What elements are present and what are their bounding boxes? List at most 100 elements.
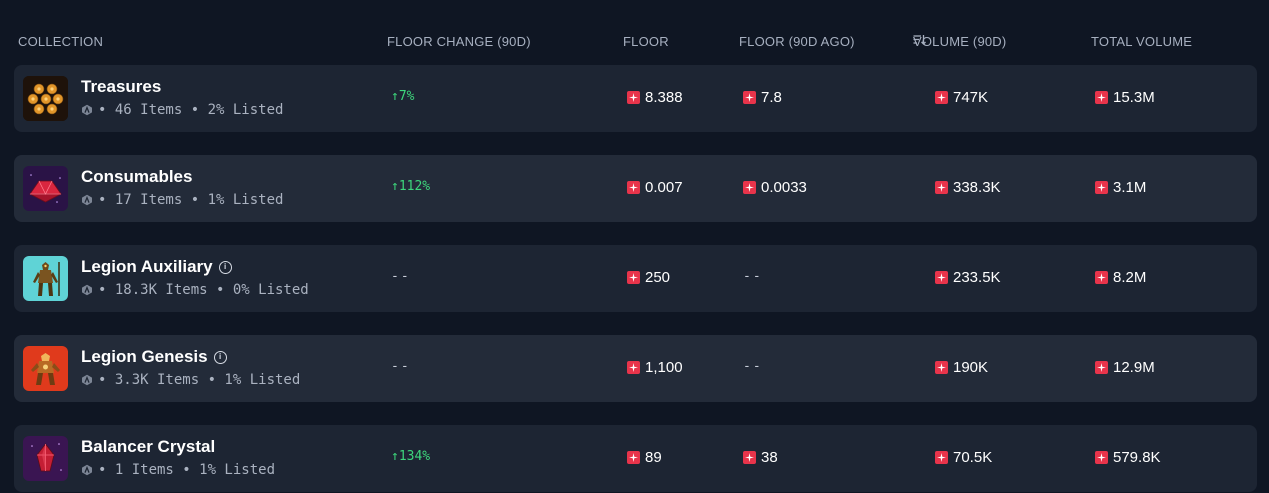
collection-name-text: Legion Auxiliary: [81, 257, 213, 276]
floor-value-text: 0.007: [645, 179, 683, 196]
floor-ago-value-text: 7.8: [761, 89, 782, 106]
table-row[interactable]: Legion Genesis i • 3.3K Items • 1% Listed…: [14, 335, 1257, 402]
collection-meta: • 18.3K Items • 0% Listed: [81, 282, 309, 298]
collection-meta: • 17 Items • 1% Listed: [81, 192, 283, 208]
floor-ago-value: 38: [743, 449, 778, 466]
volume-value: 70.5K: [935, 449, 992, 466]
table-header: COLLECTION FLOOR CHANGE (90D) FLOOR FLOO…: [0, 34, 1269, 52]
total-volume-value: 15.3M: [1095, 89, 1155, 106]
header-total-volume[interactable]: TOTAL VOLUME: [1091, 34, 1193, 49]
collection-name-text: Balancer Crystal: [81, 437, 216, 456]
magic-token-icon: [1095, 361, 1108, 374]
magic-token-icon: [1095, 451, 1108, 464]
magic-token-icon: [627, 451, 640, 464]
volume-value: 747K: [935, 89, 988, 106]
floor-ago-value-text: 0.0033: [761, 179, 807, 196]
total-volume-value-text: 12.9M: [1113, 359, 1155, 376]
collection-name[interactable]: Legion Auxiliary i: [81, 257, 232, 277]
floor-value-text: 1,100: [645, 359, 683, 376]
header-collection[interactable]: COLLECTION: [18, 34, 104, 49]
balancer-crystal-thumbnail: [23, 436, 68, 481]
floor-change: --: [391, 359, 411, 374]
arbitrum-icon: [82, 374, 92, 386]
magic-token-icon: [627, 361, 640, 374]
magic-token-icon: [743, 451, 756, 464]
floor-value: 89: [627, 449, 662, 466]
arbitrum-icon: [82, 284, 92, 296]
magic-token-icon: [743, 91, 756, 104]
collection-meta-text: • 18.3K Items • 0% Listed: [98, 282, 309, 298]
magic-token-icon: [743, 181, 756, 194]
magic-token-icon: [935, 91, 948, 104]
table-row[interactable]: Consumables • 17 Items • 1% Listed ↑112%…: [14, 155, 1257, 222]
collection-meta: • 46 Items • 2% Listed: [81, 102, 283, 118]
collection-name[interactable]: Legion Genesis i: [81, 347, 227, 367]
info-icon[interactable]: i: [218, 260, 232, 274]
collection-name-text: Treasures: [81, 77, 162, 96]
collection-meta-text: • 17 Items • 1% Listed: [98, 192, 284, 208]
total-volume-value-text: 8.2M: [1113, 269, 1147, 286]
header-floor-change[interactable]: FLOOR CHANGE (90D): [387, 34, 531, 49]
floor-value: 250: [627, 269, 670, 286]
magic-token-icon: [627, 181, 640, 194]
volume-value: 233.5K: [935, 269, 1001, 286]
magic-token-icon: [627, 91, 640, 104]
floor-ago-value: 0.0033: [743, 179, 807, 196]
sort-descending-icon: [913, 35, 926, 45]
collection-name[interactable]: Treasures: [81, 77, 161, 97]
info-icon[interactable]: i: [213, 350, 227, 364]
floor-change: ↑112%: [391, 179, 431, 194]
volume-value: 338.3K: [935, 179, 1001, 196]
consumables-thumbnail: [23, 166, 68, 211]
arbitrum-icon: [82, 104, 92, 116]
floor-value-text: 250: [645, 269, 671, 286]
floor-value-text: 8.388: [645, 89, 683, 106]
total-volume-value: 8.2M: [1095, 269, 1146, 286]
volume-value-text: 70.5K: [953, 449, 993, 466]
floor-value: 8.388: [627, 89, 683, 106]
header-volume[interactable]: VOLUME (90D): [913, 34, 1006, 49]
floor-ago-value-text: 38: [761, 449, 778, 466]
floor-ago-value: --: [743, 269, 763, 284]
treasures-thumbnail: [23, 76, 68, 121]
collection-meta: • 3.3K Items • 1% Listed: [81, 372, 300, 388]
magic-token-icon: [935, 181, 948, 194]
floor-ago-value: 7.8: [743, 89, 782, 106]
volume-value-text: 190K: [953, 359, 989, 376]
magic-token-icon: [1095, 181, 1108, 194]
floor-change: ↑134%: [391, 449, 431, 464]
collection-meta-text: • 46 Items • 2% Listed: [98, 102, 284, 118]
collection-name[interactable]: Consumables: [81, 167, 192, 187]
volume-value: 190K: [935, 359, 988, 376]
collection-name[interactable]: Balancer Crystal: [81, 437, 215, 457]
collection-name-text: Consumables: [81, 167, 193, 186]
collection-meta-text: • 1 Items • 1% Listed: [98, 462, 276, 478]
total-volume-value: 12.9M: [1095, 359, 1155, 376]
magic-token-icon: [935, 451, 948, 464]
header-floor[interactable]: FLOOR: [623, 34, 669, 49]
header-volume-label: VOLUME (90D): [913, 34, 1007, 49]
table-row[interactable]: Balancer Crystal • 1 Items • 1% Listed ↑…: [14, 425, 1257, 492]
magic-token-icon: [627, 271, 640, 284]
magic-token-icon: [935, 271, 948, 284]
total-volume-value: 579.8K: [1095, 449, 1161, 466]
total-volume-value: 3.1M: [1095, 179, 1146, 196]
header-floor-ago[interactable]: FLOOR (90D AGO): [739, 34, 855, 49]
table-row[interactable]: Legion Auxiliary i • 18.3K Items • 0% Lis…: [14, 245, 1257, 312]
floor-ago-value: --: [743, 359, 763, 374]
legion-auxiliary-thumbnail: [23, 256, 68, 301]
magic-token-icon: [1095, 91, 1108, 104]
floor-change: --: [391, 269, 411, 284]
collection-meta-text: • 3.3K Items • 1% Listed: [98, 372, 301, 388]
legion-genesis-thumbnail: [23, 346, 68, 391]
magic-token-icon: [935, 361, 948, 374]
table-row[interactable]: Treasures • 46 Items • 2% Listed ↑7% 8.3…: [14, 65, 1257, 132]
total-volume-value-text: 15.3M: [1113, 89, 1155, 106]
arbitrum-icon: [82, 194, 92, 206]
volume-value-text: 747K: [953, 89, 989, 106]
floor-value-text: 89: [645, 449, 662, 466]
volume-value-text: 233.5K: [953, 269, 1001, 286]
floor-value: 1,100: [627, 359, 683, 376]
floor-value: 0.007: [627, 179, 683, 196]
